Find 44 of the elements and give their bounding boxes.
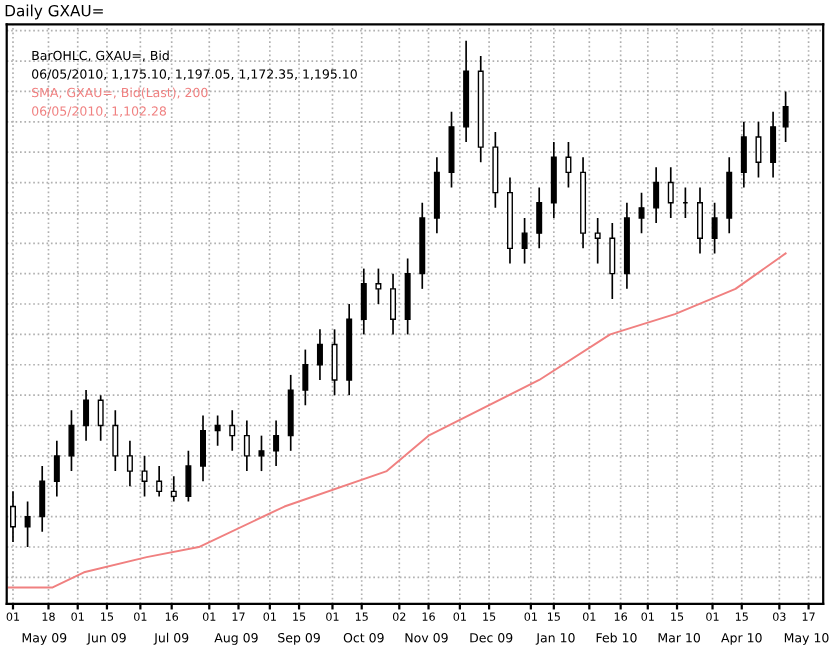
candlestick bbox=[536, 186, 543, 250]
candlestick bbox=[68, 409, 75, 472]
candlestick bbox=[229, 409, 236, 452]
candlestick bbox=[667, 166, 674, 219]
candlestick bbox=[316, 328, 323, 381]
candlestick bbox=[565, 141, 572, 189]
candlestick bbox=[331, 328, 338, 396]
candlestick bbox=[170, 475, 177, 503]
candlestick bbox=[243, 419, 250, 472]
candlestick bbox=[770, 110, 777, 179]
candlestick bbox=[214, 414, 221, 447]
candlestick bbox=[726, 156, 733, 235]
candlestick bbox=[404, 257, 411, 336]
candlestick bbox=[697, 186, 703, 255]
candlestick bbox=[287, 374, 294, 452]
candlestick bbox=[390, 272, 397, 336]
candlestick bbox=[258, 434, 265, 472]
candlestick bbox=[492, 131, 499, 209]
candlestick bbox=[638, 191, 645, 235]
candlestick bbox=[711, 201, 718, 255]
candlestick bbox=[594, 217, 601, 265]
candlestick bbox=[302, 348, 309, 407]
candlestick bbox=[375, 267, 382, 305]
candlestick bbox=[433, 156, 440, 235]
candlestick bbox=[53, 439, 60, 498]
candlestick bbox=[521, 217, 528, 265]
candlestick bbox=[141, 455, 148, 498]
candlestick bbox=[156, 465, 163, 498]
candlestick bbox=[185, 449, 192, 503]
candlestick bbox=[755, 120, 762, 179]
candlestick bbox=[200, 414, 207, 483]
candlestick bbox=[24, 500, 31, 548]
candlestick bbox=[609, 222, 616, 300]
candlestick bbox=[97, 394, 104, 442]
candlestick bbox=[126, 439, 133, 488]
candlestick bbox=[550, 141, 557, 219]
candlestick bbox=[740, 120, 747, 189]
candlestick bbox=[39, 465, 46, 533]
candlestick bbox=[273, 419, 280, 467]
candlestick bbox=[83, 389, 90, 442]
candlestick bbox=[782, 90, 789, 143]
candlestick bbox=[653, 166, 660, 224]
candlestick bbox=[112, 409, 119, 472]
candlestick bbox=[360, 267, 367, 336]
